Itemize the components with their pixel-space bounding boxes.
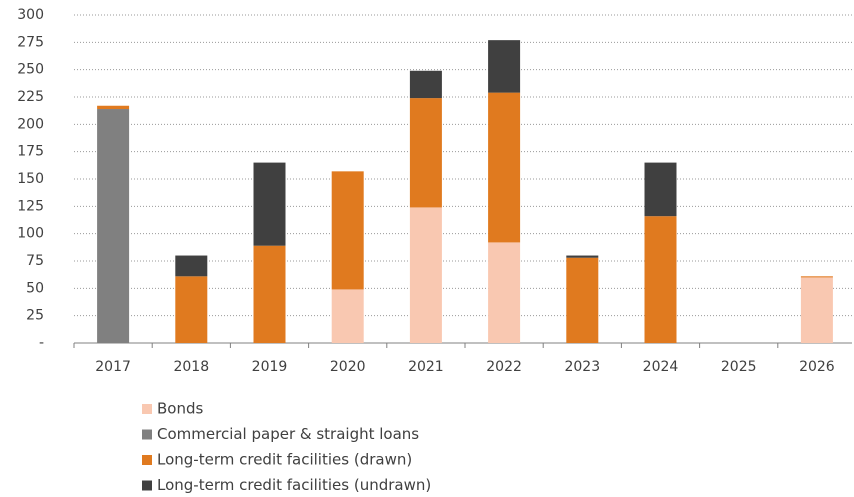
bar-segment [409,70,442,99]
y-tick-label: 200 [17,116,44,132]
bar-segment [644,162,677,217]
bar-segment [800,277,833,343]
y-tick-label: 225 [17,89,44,105]
bar-segment [566,255,599,258]
bar-segment [331,171,364,290]
y-tick-label: 50 [26,280,44,296]
bar-segment [97,109,130,343]
x-tick-label: 2024 [643,359,679,375]
legend-label: Long-term credit facilities (drawn) [157,451,412,469]
x-tick-label: 2020 [330,359,366,375]
y-tick-label: 175 [17,144,44,160]
x-tick-label: 2023 [564,359,600,375]
x-tick-label: 2026 [799,359,835,375]
bar-segment [409,98,442,208]
y-tick-label: 75 [26,253,44,269]
y-tick-label: 125 [17,198,44,214]
bar-segment [175,255,208,277]
y-tick-label: 150 [17,171,44,187]
legend-swatch [142,404,152,414]
y-tick-label: 25 [26,308,44,324]
bar-segment [175,276,208,343]
x-tick-label: 2021 [408,359,444,375]
bar-segment [331,289,364,343]
y-tick-label: 100 [17,226,44,242]
legend-label: Long-term credit facilities (undrawn) [157,476,431,494]
legend-swatch [142,455,152,465]
legend-label: Commercial paper & straight loans [157,425,419,443]
x-tick-label: 2019 [252,359,288,375]
y-tick-label: 250 [17,62,44,78]
bar-segment [488,242,521,343]
legend-swatch [142,480,152,491]
x-tick-label: 2025 [721,359,757,375]
bar-segment [97,105,130,110]
bar-segment [566,257,599,343]
bar-segment [488,92,521,243]
y-tick-label: 300 [17,7,44,23]
bar-segment [644,216,677,343]
bar-segment [253,245,286,343]
bar-segment [488,40,521,93]
bar-segment [800,276,833,278]
x-tick-label: 2022 [486,359,522,375]
x-tick-label: 2017 [95,359,131,375]
legend-swatch [142,429,152,440]
legend-label: Bonds [157,400,203,418]
bar-segment [253,162,286,246]
y-tick-label: - [39,335,44,351]
y-tick-label: 275 [17,34,44,50]
bar-segment [409,207,442,343]
x-tick-label: 2018 [173,359,209,375]
